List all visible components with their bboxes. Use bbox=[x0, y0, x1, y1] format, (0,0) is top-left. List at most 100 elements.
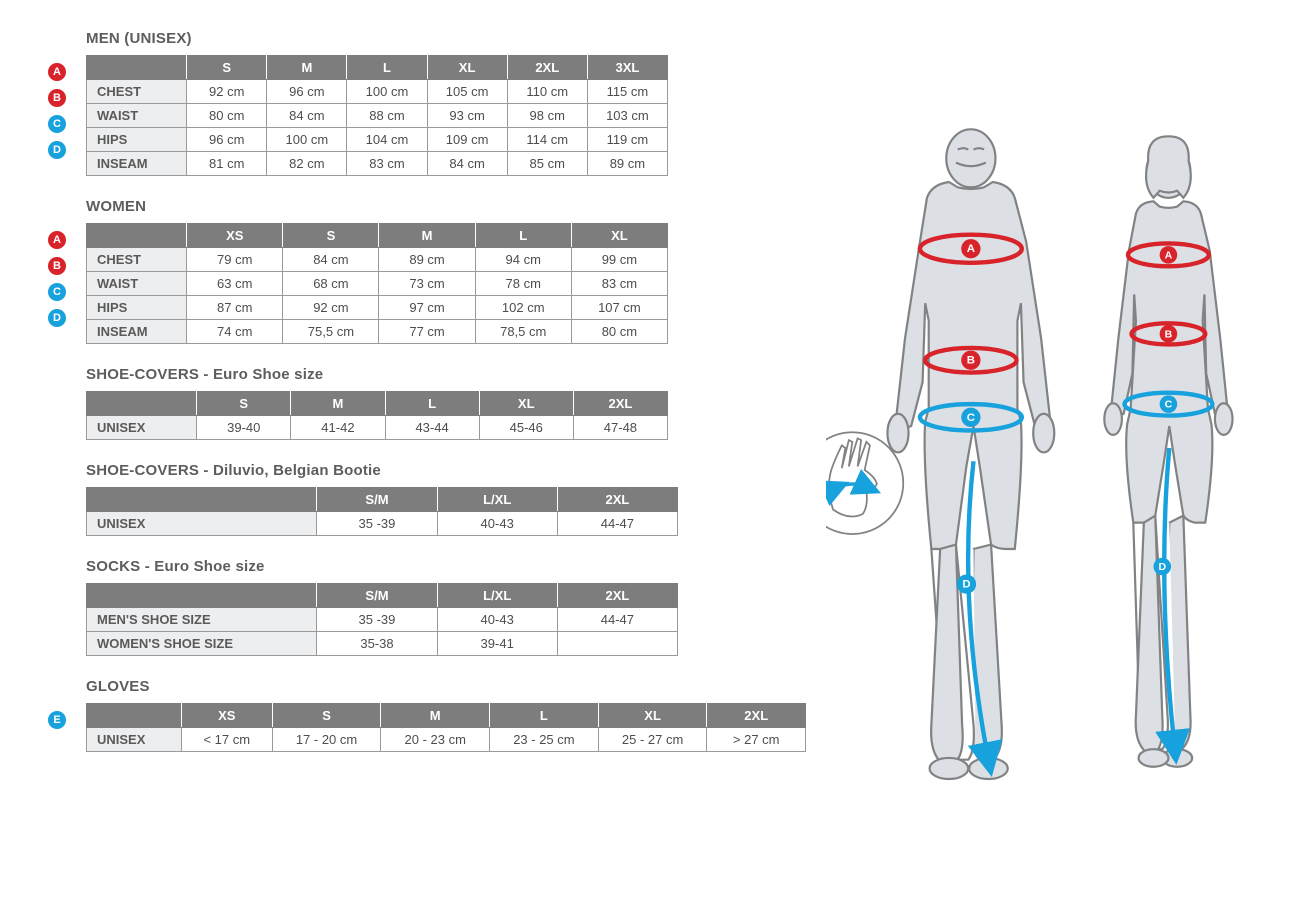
table-cell: 39-40 bbox=[197, 416, 291, 440]
figures-column: A B C D bbox=[826, 30, 1265, 800]
table-row: UNISEX< 17 cm17 - 20 cm20 - 23 cm23 - 25… bbox=[87, 728, 806, 752]
table-row: UNISEX39-4041-4243-4445-4647-48 bbox=[87, 416, 668, 440]
table-cell: 63 cm bbox=[187, 272, 283, 296]
woman-figure: A B C D bbox=[1104, 136, 1232, 766]
badge-a: A bbox=[48, 63, 66, 81]
row-header: UNISEX bbox=[87, 728, 182, 752]
table-row: INSEAM81 cm82 cm83 cm84 cm85 cm89 cm bbox=[87, 152, 668, 176]
col-header: XL bbox=[598, 704, 707, 728]
col-header: 3XL bbox=[587, 56, 667, 80]
col-header: S bbox=[272, 704, 381, 728]
badge-b: B bbox=[48, 257, 66, 275]
table-cell: 82 cm bbox=[267, 152, 347, 176]
col-header: S bbox=[283, 224, 379, 248]
table-cell: 73 cm bbox=[379, 272, 475, 296]
table-cell: 78,5 cm bbox=[475, 320, 571, 344]
col-header: XL bbox=[479, 392, 573, 416]
table-cell: 80 cm bbox=[187, 104, 267, 128]
col-header: 2XL bbox=[507, 56, 587, 80]
col-header: S/M bbox=[317, 488, 437, 512]
body-figure: A B C D bbox=[826, 110, 1265, 795]
col-header bbox=[87, 392, 197, 416]
table-cell: 102 cm bbox=[475, 296, 571, 320]
table-cell: 83 cm bbox=[347, 152, 427, 176]
col-header: L bbox=[490, 704, 599, 728]
col-header: 2XL bbox=[573, 392, 667, 416]
shoe-diluvio-section: SHOE-COVERS - Diluvio, Belgian Bootie S/… bbox=[86, 462, 678, 536]
table-cell: 80 cm bbox=[571, 320, 667, 344]
col-header bbox=[87, 584, 317, 608]
table-cell: 84 cm bbox=[283, 248, 379, 272]
table-cell: 109 cm bbox=[427, 128, 507, 152]
socks-title: SOCKS - Euro Shoe size bbox=[86, 558, 678, 575]
man-label-a: A bbox=[967, 243, 975, 255]
table-row: WAIST63 cm68 cm73 cm78 cm83 cm bbox=[87, 272, 668, 296]
col-header: M bbox=[291, 392, 385, 416]
table-cell bbox=[557, 632, 677, 656]
badge-c: C bbox=[48, 115, 66, 133]
row-header: INSEAM bbox=[87, 320, 187, 344]
row-header: MEN'S SHOE SIZE bbox=[87, 608, 317, 632]
women-table-section: WOMEN A B C D XSSMLXLCHEST79 cm84 cm89 c… bbox=[86, 198, 668, 344]
row-header: WAIST bbox=[87, 272, 187, 296]
women-title: WOMEN bbox=[86, 198, 668, 215]
row-header: UNISEX bbox=[87, 416, 197, 440]
table-cell: 75,5 cm bbox=[283, 320, 379, 344]
row-header: UNISEX bbox=[87, 512, 317, 536]
table-cell: 40-43 bbox=[437, 512, 557, 536]
men-table: SMLXL2XL3XLCHEST92 cm96 cm100 cm105 cm11… bbox=[86, 55, 668, 176]
col-header: 2XL bbox=[707, 704, 806, 728]
table-cell: 97 cm bbox=[379, 296, 475, 320]
row-header: WOMEN'S SHOE SIZE bbox=[87, 632, 317, 656]
col-header: S/M bbox=[317, 584, 437, 608]
men-table-section: MEN (UNISEX) A B C D SMLXL2XL3XLCHEST92 … bbox=[86, 30, 668, 176]
col-header: L bbox=[347, 56, 427, 80]
table-cell: > 27 cm bbox=[707, 728, 806, 752]
shoe-euro-section: SHOE-COVERS - Euro Shoe size SMLXL2XLUNI… bbox=[86, 366, 668, 440]
shoe-euro-table: SMLXL2XLUNISEX39-4041-4243-4445-4647-48 bbox=[86, 391, 668, 440]
col-header: L/XL bbox=[437, 488, 557, 512]
badge-a: A bbox=[48, 231, 66, 249]
col-header: L bbox=[385, 392, 479, 416]
page-layout: MEN (UNISEX) A B C D SMLXL2XL3XLCHEST92 … bbox=[30, 30, 1265, 800]
man-label-d: D bbox=[962, 579, 970, 591]
row-header: CHEST bbox=[87, 80, 187, 104]
col-header: M bbox=[381, 704, 490, 728]
table-cell: 85 cm bbox=[507, 152, 587, 176]
table-row: UNISEX35 -3940-4344-47 bbox=[87, 512, 678, 536]
table-cell: 104 cm bbox=[347, 128, 427, 152]
col-header bbox=[87, 224, 187, 248]
row-header: HIPS bbox=[87, 296, 187, 320]
table-cell: 43-44 bbox=[385, 416, 479, 440]
badge-e: E bbox=[48, 711, 66, 729]
row-header: INSEAM bbox=[87, 152, 187, 176]
table-row: CHEST92 cm96 cm100 cm105 cm110 cm115 cm bbox=[87, 80, 668, 104]
col-header: 2XL bbox=[557, 584, 677, 608]
table-cell: 45-46 bbox=[479, 416, 573, 440]
table-cell: 35-38 bbox=[317, 632, 437, 656]
shoe-euro-title: SHOE-COVERS - Euro Shoe size bbox=[86, 366, 668, 383]
woman-label-c: C bbox=[1165, 399, 1173, 411]
col-header: S bbox=[197, 392, 291, 416]
table-cell: 79 cm bbox=[187, 248, 283, 272]
table-cell: 23 - 25 cm bbox=[490, 728, 599, 752]
man-figure: A B C D bbox=[887, 129, 1054, 779]
shoe-diluvio-title: SHOE-COVERS - Diluvio, Belgian Bootie bbox=[86, 462, 678, 479]
socks-table: S/ML/XL2XLMEN'S SHOE SIZE35 -3940-4344-4… bbox=[86, 583, 678, 656]
table-cell: 81 cm bbox=[187, 152, 267, 176]
table-cell: 96 cm bbox=[267, 80, 347, 104]
table-cell: 84 cm bbox=[267, 104, 347, 128]
col-header: L/XL bbox=[437, 584, 557, 608]
table-cell: 119 cm bbox=[587, 128, 667, 152]
table-cell: 110 cm bbox=[507, 80, 587, 104]
table-cell: 98 cm bbox=[507, 104, 587, 128]
col-header: XL bbox=[427, 56, 507, 80]
table-cell: 44-47 bbox=[557, 512, 677, 536]
table-row: CHEST79 cm84 cm89 cm94 cm99 cm bbox=[87, 248, 668, 272]
table-row: MEN'S SHOE SIZE35 -3940-4344-47 bbox=[87, 608, 678, 632]
man-label-c: C bbox=[967, 412, 975, 424]
col-header: XS bbox=[181, 704, 272, 728]
row-header: WAIST bbox=[87, 104, 187, 128]
table-cell: 92 cm bbox=[283, 296, 379, 320]
table-row: HIPS87 cm92 cm97 cm102 cm107 cm bbox=[87, 296, 668, 320]
